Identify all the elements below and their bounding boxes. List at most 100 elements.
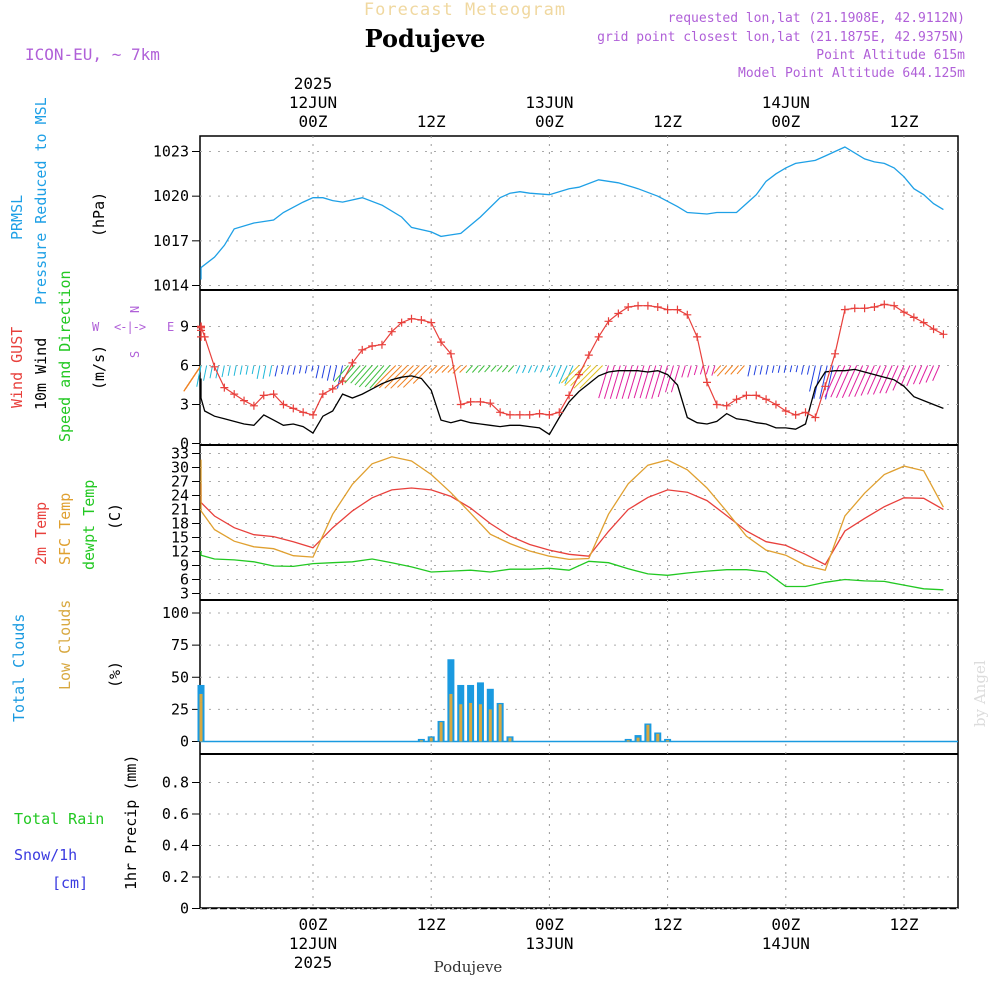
wind-direction-arrow xyxy=(645,365,657,399)
wind-direction-arrow xyxy=(867,365,881,395)
wind-gust-marker xyxy=(703,378,711,387)
wind-direction-arrow xyxy=(292,365,296,375)
wind-gust-marker xyxy=(456,400,465,409)
wind-gust-marker xyxy=(525,410,534,419)
wind-direction-arrow xyxy=(705,365,710,375)
bottom-time-label: 12Z xyxy=(417,915,446,934)
wind-direction-arrow xyxy=(209,365,214,379)
wind-direction-arrow xyxy=(549,365,556,378)
wind-direction-arrow xyxy=(354,365,373,386)
wind-gust-marker xyxy=(309,410,317,419)
wind-gust-marker xyxy=(919,318,928,327)
wind-direction-arrow xyxy=(496,365,503,372)
wind-gust-marker xyxy=(929,325,938,334)
footer-location: Podujeve xyxy=(434,958,503,976)
wind-direction-arrow xyxy=(879,365,893,394)
wind-direction-arrow xyxy=(561,365,580,384)
wind-direction-arrow xyxy=(639,365,651,399)
wind-gust-marker xyxy=(663,305,672,314)
wind-gust-marker xyxy=(939,330,948,339)
wind-direction-arrow xyxy=(711,365,716,376)
top-time-label: 12Z xyxy=(653,112,682,131)
wind-gust-marker xyxy=(712,400,721,409)
bottom-time-label: 12Z xyxy=(890,915,919,934)
wind-gust-marker xyxy=(318,390,327,399)
wind-direction-arrow xyxy=(795,365,799,373)
wind-gust-marker xyxy=(496,408,505,417)
wind-gust-marker xyxy=(200,332,209,341)
temp-tick-label: 24 xyxy=(171,487,189,505)
precip-tick-label: 0.8 xyxy=(162,774,189,792)
wind-gust-marker xyxy=(909,313,918,322)
wind-gust-marker xyxy=(624,303,633,311)
temp-tick-label: 12 xyxy=(171,543,189,561)
temp-tick-label: 15 xyxy=(171,529,189,547)
wind-direction-arrow xyxy=(369,365,391,389)
wind-gust-marker xyxy=(249,401,258,410)
wind-direction-arrow xyxy=(333,365,349,383)
wind-direction-arrow xyxy=(501,365,509,373)
wind-direction-arrow xyxy=(736,365,745,375)
total-clouds-label: Total Clouds xyxy=(10,614,28,722)
credit-watermark: by Angel xyxy=(971,660,989,727)
wind-direction-arrow xyxy=(534,365,539,373)
wind-direction-arrow xyxy=(471,365,479,373)
snow-unit: [cm] xyxy=(52,874,88,892)
wind-gust-marker xyxy=(870,303,879,311)
wind-gust-marker xyxy=(535,409,544,418)
gridpoint-coords: grid point closest lon,lat (21.1875E, 42… xyxy=(597,30,965,45)
wind-gust-marker xyxy=(762,395,771,404)
total-cloud-bar xyxy=(624,738,632,742)
temp-tick-label: 27 xyxy=(171,473,189,491)
panel-tick-labels: 1014101710201023036936912151821242730330… xyxy=(153,143,189,918)
wind-direction-arrow xyxy=(579,365,603,389)
compass-n: N xyxy=(128,306,142,313)
top-time-label: 12JUN xyxy=(289,93,337,112)
wind-direction-arrow xyxy=(730,365,739,375)
low-cloud-bar xyxy=(459,704,463,742)
wind-gust-marker xyxy=(653,303,662,311)
wind-direction-arrow xyxy=(527,365,533,374)
wind-direction-arrow xyxy=(477,365,485,373)
temperature-series xyxy=(200,456,944,591)
bottom-time-label: 2025 xyxy=(294,953,333,972)
top-time-label: 00Z xyxy=(299,112,328,131)
pressure-label-1: PRMSL xyxy=(8,195,26,240)
wind-10m-label: 10m Wind xyxy=(32,338,50,410)
bottom-time-label: 12Z xyxy=(653,915,682,934)
wind-gust-marker xyxy=(742,391,751,400)
clouds-tick-label: 75 xyxy=(171,636,189,654)
wind-gust-marker xyxy=(781,407,790,415)
low-cloud-bar xyxy=(478,704,482,742)
pressure-tick-label: 1023 xyxy=(153,143,189,161)
wind-direction-arrow xyxy=(789,365,793,373)
temp-2m-line xyxy=(200,483,944,566)
wind-direction-arrow xyxy=(813,365,822,399)
wind-gust-marker xyxy=(643,301,652,310)
wind-gust-marker xyxy=(860,304,869,313)
wind-gust-marker xyxy=(210,362,219,371)
wind-direction-arrow xyxy=(227,365,231,376)
clouds-tick-label: 50 xyxy=(171,668,189,686)
wind-direction-arrow xyxy=(412,365,432,384)
panel-frames xyxy=(199,135,959,910)
clouds-tick-label: 100 xyxy=(162,604,189,622)
wind-gust-marker xyxy=(348,358,357,367)
temp-tick-label: 3 xyxy=(180,585,189,603)
wind-gust-marker xyxy=(338,377,347,386)
wind-direction-arrow xyxy=(716,365,728,377)
wind-direction-arrow xyxy=(459,365,468,373)
wind-direction-arrow xyxy=(564,365,574,384)
compass-e: E xyxy=(167,320,174,334)
wind-direction-arrow xyxy=(570,365,592,387)
wind-gust-marker xyxy=(197,322,205,331)
wind-gust-marker xyxy=(427,318,436,327)
wind-gust-marker xyxy=(417,316,426,324)
top-time-label: 2025 xyxy=(294,74,333,93)
top-time-label: 00Z xyxy=(535,112,564,131)
wind-direction-arrow xyxy=(184,365,202,390)
wind-direction-arrow xyxy=(304,365,308,374)
wind-gust-marker xyxy=(289,404,298,413)
wind-direction-arrow xyxy=(892,365,905,391)
